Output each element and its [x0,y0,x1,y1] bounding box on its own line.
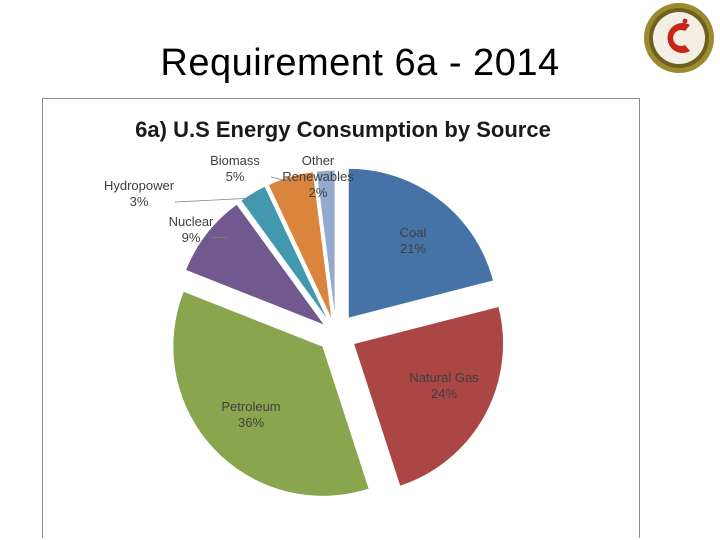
slice-label-natural-gas: Natural Gas 24% [409,370,479,401]
merit-badge-icon [644,3,714,73]
slide-title: Requirement 6a - 2014 [160,42,560,84]
slice-label-other-renewables: Other Renewables 2% [282,153,354,200]
leader-line-hydropower [174,197,256,203]
slice-other-renewables [315,169,336,321]
slice-coal [347,167,495,319]
slice-label-hydropower: Hydropower 3% [104,178,175,209]
slice-labels: Coal 21% Natural Gas 24% Petroleum 36% Nuclear… [104,153,479,430]
slice-label-coal: Coal 21% [400,225,427,256]
slice-label-biomass: Biomass 5% [210,153,260,184]
chart-frame: 6a) U.S Energy Consumption by Source Coa… [42,98,640,538]
leader-line-biomass [270,176,293,183]
leader-lines [174,176,293,239]
slice-petroleum [172,290,370,497]
slice-label-petroleum: Petroleum 36% [221,399,280,430]
slice-nuclear [184,203,327,327]
slice-natural-gas [352,305,505,487]
pie-chart: 6a) U.S Energy Consumption by Source Coa… [104,117,551,497]
chart-title: 6a) U.S Energy Consumption by Source [135,117,551,142]
slice-label-nuclear: Nuclear 9% [169,214,214,245]
slice-biomass [267,171,333,321]
pie-slices [172,167,505,497]
leader-line-nuclear [211,236,228,239]
slice-hydropower [240,185,330,323]
